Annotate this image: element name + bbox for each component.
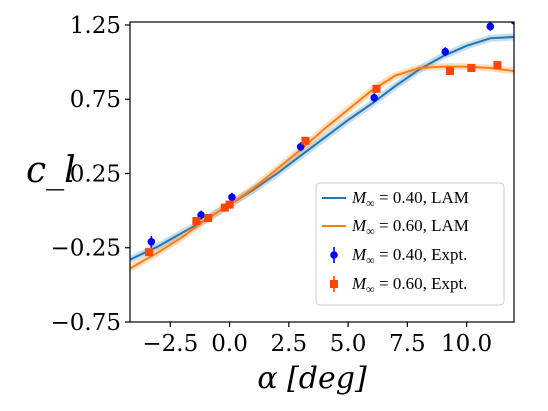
x-tick-label: 0.0 xyxy=(211,331,248,357)
expt-point-m060-0 xyxy=(144,248,153,257)
legend-square-marker xyxy=(330,280,338,288)
expt-point-m060-7 xyxy=(446,67,454,76)
expt-point-m040-0 xyxy=(147,235,156,248)
legend-item-1: M∞ = 0.60, LAM xyxy=(322,216,469,238)
plot-frame xyxy=(129,21,515,323)
expt-point-m060-3 xyxy=(220,203,229,212)
legend: M∞ = 0.40, LAM M∞ = 0.60, LAM M∞ = 0.40, E… xyxy=(315,182,505,306)
expt-point-m060-4 xyxy=(225,200,234,209)
x-tick-label: 5.0 xyxy=(330,331,367,357)
x-axis-label: α [deg] xyxy=(257,361,367,396)
legend-circle-marker xyxy=(330,251,338,259)
expt-point-m060-8 xyxy=(467,64,476,73)
y-tick-label: −0.75 xyxy=(51,310,121,336)
x-axis-label-symbol: α [deg] xyxy=(257,361,367,396)
expt-point-m040-6 xyxy=(486,22,495,31)
legend-item-3: M∞ = 0.60, Expt. xyxy=(330,274,467,296)
legend-label: M∞ = 0.60, Expt. xyxy=(351,274,467,296)
ticks-layer: −2.5 0.0 2.5 5.0 7.5 10.0 1.25 0.75 0.25 −0.25 −0.… xyxy=(51,13,493,357)
expt-point-m060-2 xyxy=(204,214,213,223)
x-tick-label: 2.5 xyxy=(271,331,308,357)
legend-box xyxy=(315,182,505,306)
legend-label: M∞ = 0.60, LAM xyxy=(351,216,469,238)
y-tick-label: 1.25 xyxy=(70,13,121,39)
legend-item-0: M∞ = 0.40, LAM xyxy=(322,188,469,210)
x-tick-label: −2.5 xyxy=(142,331,198,357)
expt-point-m060-1 xyxy=(192,217,201,226)
x-tick-label: 7.5 xyxy=(389,331,426,357)
x-tick-label: 10.0 xyxy=(441,331,492,357)
expt-point-m040-2 xyxy=(228,192,236,202)
series-layer xyxy=(130,22,514,272)
expt-point-m040-5 xyxy=(441,47,450,57)
y-axis-label: c_l xyxy=(26,150,76,191)
expt-point-m040-1 xyxy=(197,210,205,220)
expt-point-m040-4 xyxy=(370,93,378,103)
expt-point-m060-9 xyxy=(493,61,502,70)
expt-point-m060-6 xyxy=(372,84,381,93)
legend-item-2: M∞ = 0.40, Expt. xyxy=(330,245,467,267)
y-tick-label: −0.25 xyxy=(51,236,121,262)
expt-point-m060-5 xyxy=(301,136,310,145)
legend-label: M∞ = 0.40, LAM xyxy=(351,188,469,210)
y-tick-label: 0.25 xyxy=(70,161,121,187)
legend-label: M∞ = 0.40, Expt. xyxy=(351,245,467,267)
y-tick-label: 0.75 xyxy=(70,87,121,113)
expt-point-m040-3 xyxy=(296,142,305,152)
line-series-1 xyxy=(130,65,514,270)
